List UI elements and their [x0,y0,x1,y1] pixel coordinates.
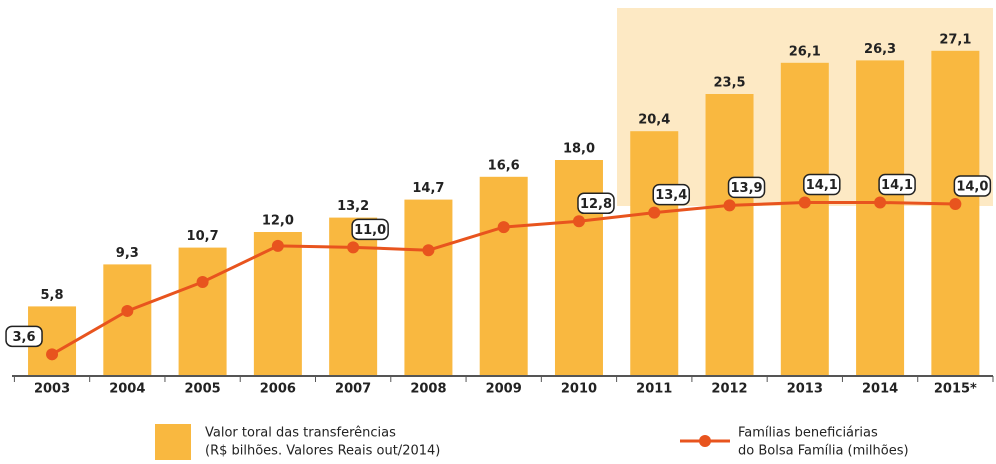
bar-value-label: 10,7 [187,229,219,244]
line-point [271,239,284,252]
line-value-label: 14,1 [881,178,913,193]
x-tick-label: 2010 [561,382,597,397]
bar-value-label: 18,0 [563,142,595,157]
legend-label: Valor toral das transferências [205,426,396,441]
line-layer: 3,6 11,0 12,8 13,4 13,9 14,1 14,1 14,0 [5,173,992,361]
x-tick-label: 2003 [34,382,70,397]
bar [178,247,227,376]
line-point [723,199,736,212]
bar-value-label: 16,6 [488,158,520,173]
bar [479,176,528,376]
legend-label: do Bolsa Família (milhões) [738,444,909,459]
bar [554,160,603,376]
x-tick-label: 2004 [109,382,145,397]
x-tick-label: 2011 [636,382,672,397]
line-value-label: 13,4 [655,188,687,203]
line-value-label: 13,9 [730,181,762,196]
bar-value-label: 27,1 [939,32,971,47]
bar [630,131,679,376]
line-label-box [953,175,992,197]
line-point [572,215,585,228]
legend-label: Famílias beneficiárias [738,426,878,441]
x-tick-label: 2008 [410,382,446,397]
legend-swatch-dot [699,435,711,447]
line-value-label: 11,0 [354,223,386,238]
line-value-label: 3,6 [13,330,36,345]
bar [253,232,302,376]
bar-value-label: 23,5 [713,76,745,91]
line-value-label: 14,1 [806,178,838,193]
bar [931,50,980,377]
x-tick-label: 2006 [260,382,296,397]
line-value-label: 14,0 [956,179,988,194]
bar-value-label: 5,8 [41,288,64,303]
bar [856,60,905,377]
x-tick-label: 2007 [335,382,371,397]
x-tick-label: 2013 [787,382,823,397]
bar-value-label: 26,3 [864,42,896,57]
line-point [422,244,435,257]
legend-swatch [155,424,191,460]
bar-value-label: 20,4 [638,113,670,128]
line-value-label: 12,8 [580,197,612,212]
bar [780,62,829,377]
line-label-box [727,176,766,199]
legend-label: (R$ bilhões. Valores Reais out/2014) [205,444,440,459]
line-label-box [652,183,691,206]
bar [404,199,453,376]
line-label-box [577,192,615,215]
x-tick-label: 2009 [486,382,522,397]
bar [705,94,754,376]
line-point [798,196,811,209]
line-label-box [878,173,916,196]
bar-value-label: 9,3 [116,246,139,261]
bar-value-label: 14,7 [412,181,444,196]
line-point [196,276,209,289]
line-point [46,348,59,361]
line-point [121,304,134,317]
line-label-box [803,173,841,196]
line-point [497,221,510,234]
x-tick-label: 2012 [711,382,747,397]
bar-value-label: 26,1 [789,44,821,59]
line-label-box [351,218,389,241]
bar-value-label: 13,2 [337,199,369,214]
legend: Valor toral das transferências (R$ bilhõe… [155,424,909,460]
bars [28,50,980,377]
bar-value-label: 12,0 [262,214,294,229]
line-point [648,206,661,219]
line-point [949,197,962,210]
line-point [347,241,360,254]
x-tick-label: 2015* [934,382,977,397]
x-tick-label: 2014 [862,382,898,397]
line-point [874,196,887,209]
x-tick-label: 2005 [184,382,220,397]
line-label-box [5,325,43,348]
